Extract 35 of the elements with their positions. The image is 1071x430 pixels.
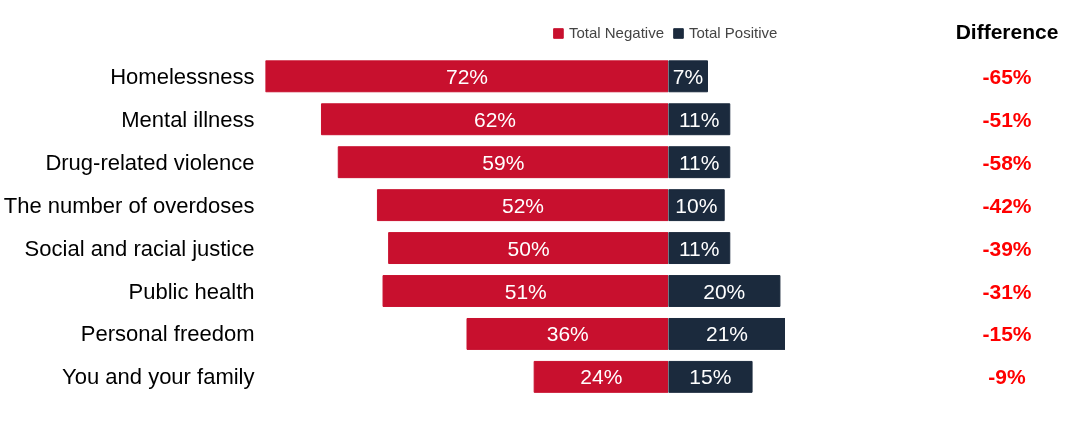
text: -39% <box>982 236 1032 260</box>
legend-label: Total Negative <box>568 24 664 41</box>
data-label: 10% <box>675 193 718 217</box>
text: -42% <box>982 193 1032 217</box>
y-tick-label: Homelessness <box>110 63 255 89</box>
y-tick-label: Social and racial justice <box>24 235 255 261</box>
y-tick-label: Public health <box>128 278 255 304</box>
data-label: 50% <box>507 236 550 260</box>
y-tick-label: Mental illness <box>121 106 255 132</box>
text: -51% <box>982 107 1032 131</box>
data-label: 11% <box>678 236 720 260</box>
data-label: 20% <box>703 279 746 303</box>
text: -58% <box>982 150 1032 174</box>
text: -9% <box>988 365 1027 389</box>
data-label: 7% <box>672 64 704 88</box>
data-label: 11% <box>678 107 720 131</box>
data-label: 15% <box>689 365 732 389</box>
data-label: 59% <box>482 150 525 174</box>
text: -65% <box>982 64 1032 88</box>
data-label: 72% <box>445 64 489 88</box>
text: Difference <box>955 19 1059 43</box>
data-label: 36% <box>546 322 589 346</box>
data-label: 52% <box>501 193 544 217</box>
legend-label: Total Positive <box>689 24 778 41</box>
y-tick-label: You and your family <box>62 364 255 390</box>
data-label: 51% <box>504 279 547 303</box>
text: -15% <box>982 322 1032 346</box>
data-label: 62% <box>473 107 516 131</box>
y-tick-label: The number of overdoses <box>3 192 255 218</box>
y-tick-label: Drug-related violence <box>45 149 255 175</box>
y-tick-label: Personal freedom <box>80 321 255 347</box>
data-label: 24% <box>580 365 623 389</box>
data-label: 21% <box>705 322 749 346</box>
text: -31% <box>982 279 1032 303</box>
data-label: 11% <box>678 150 720 174</box>
